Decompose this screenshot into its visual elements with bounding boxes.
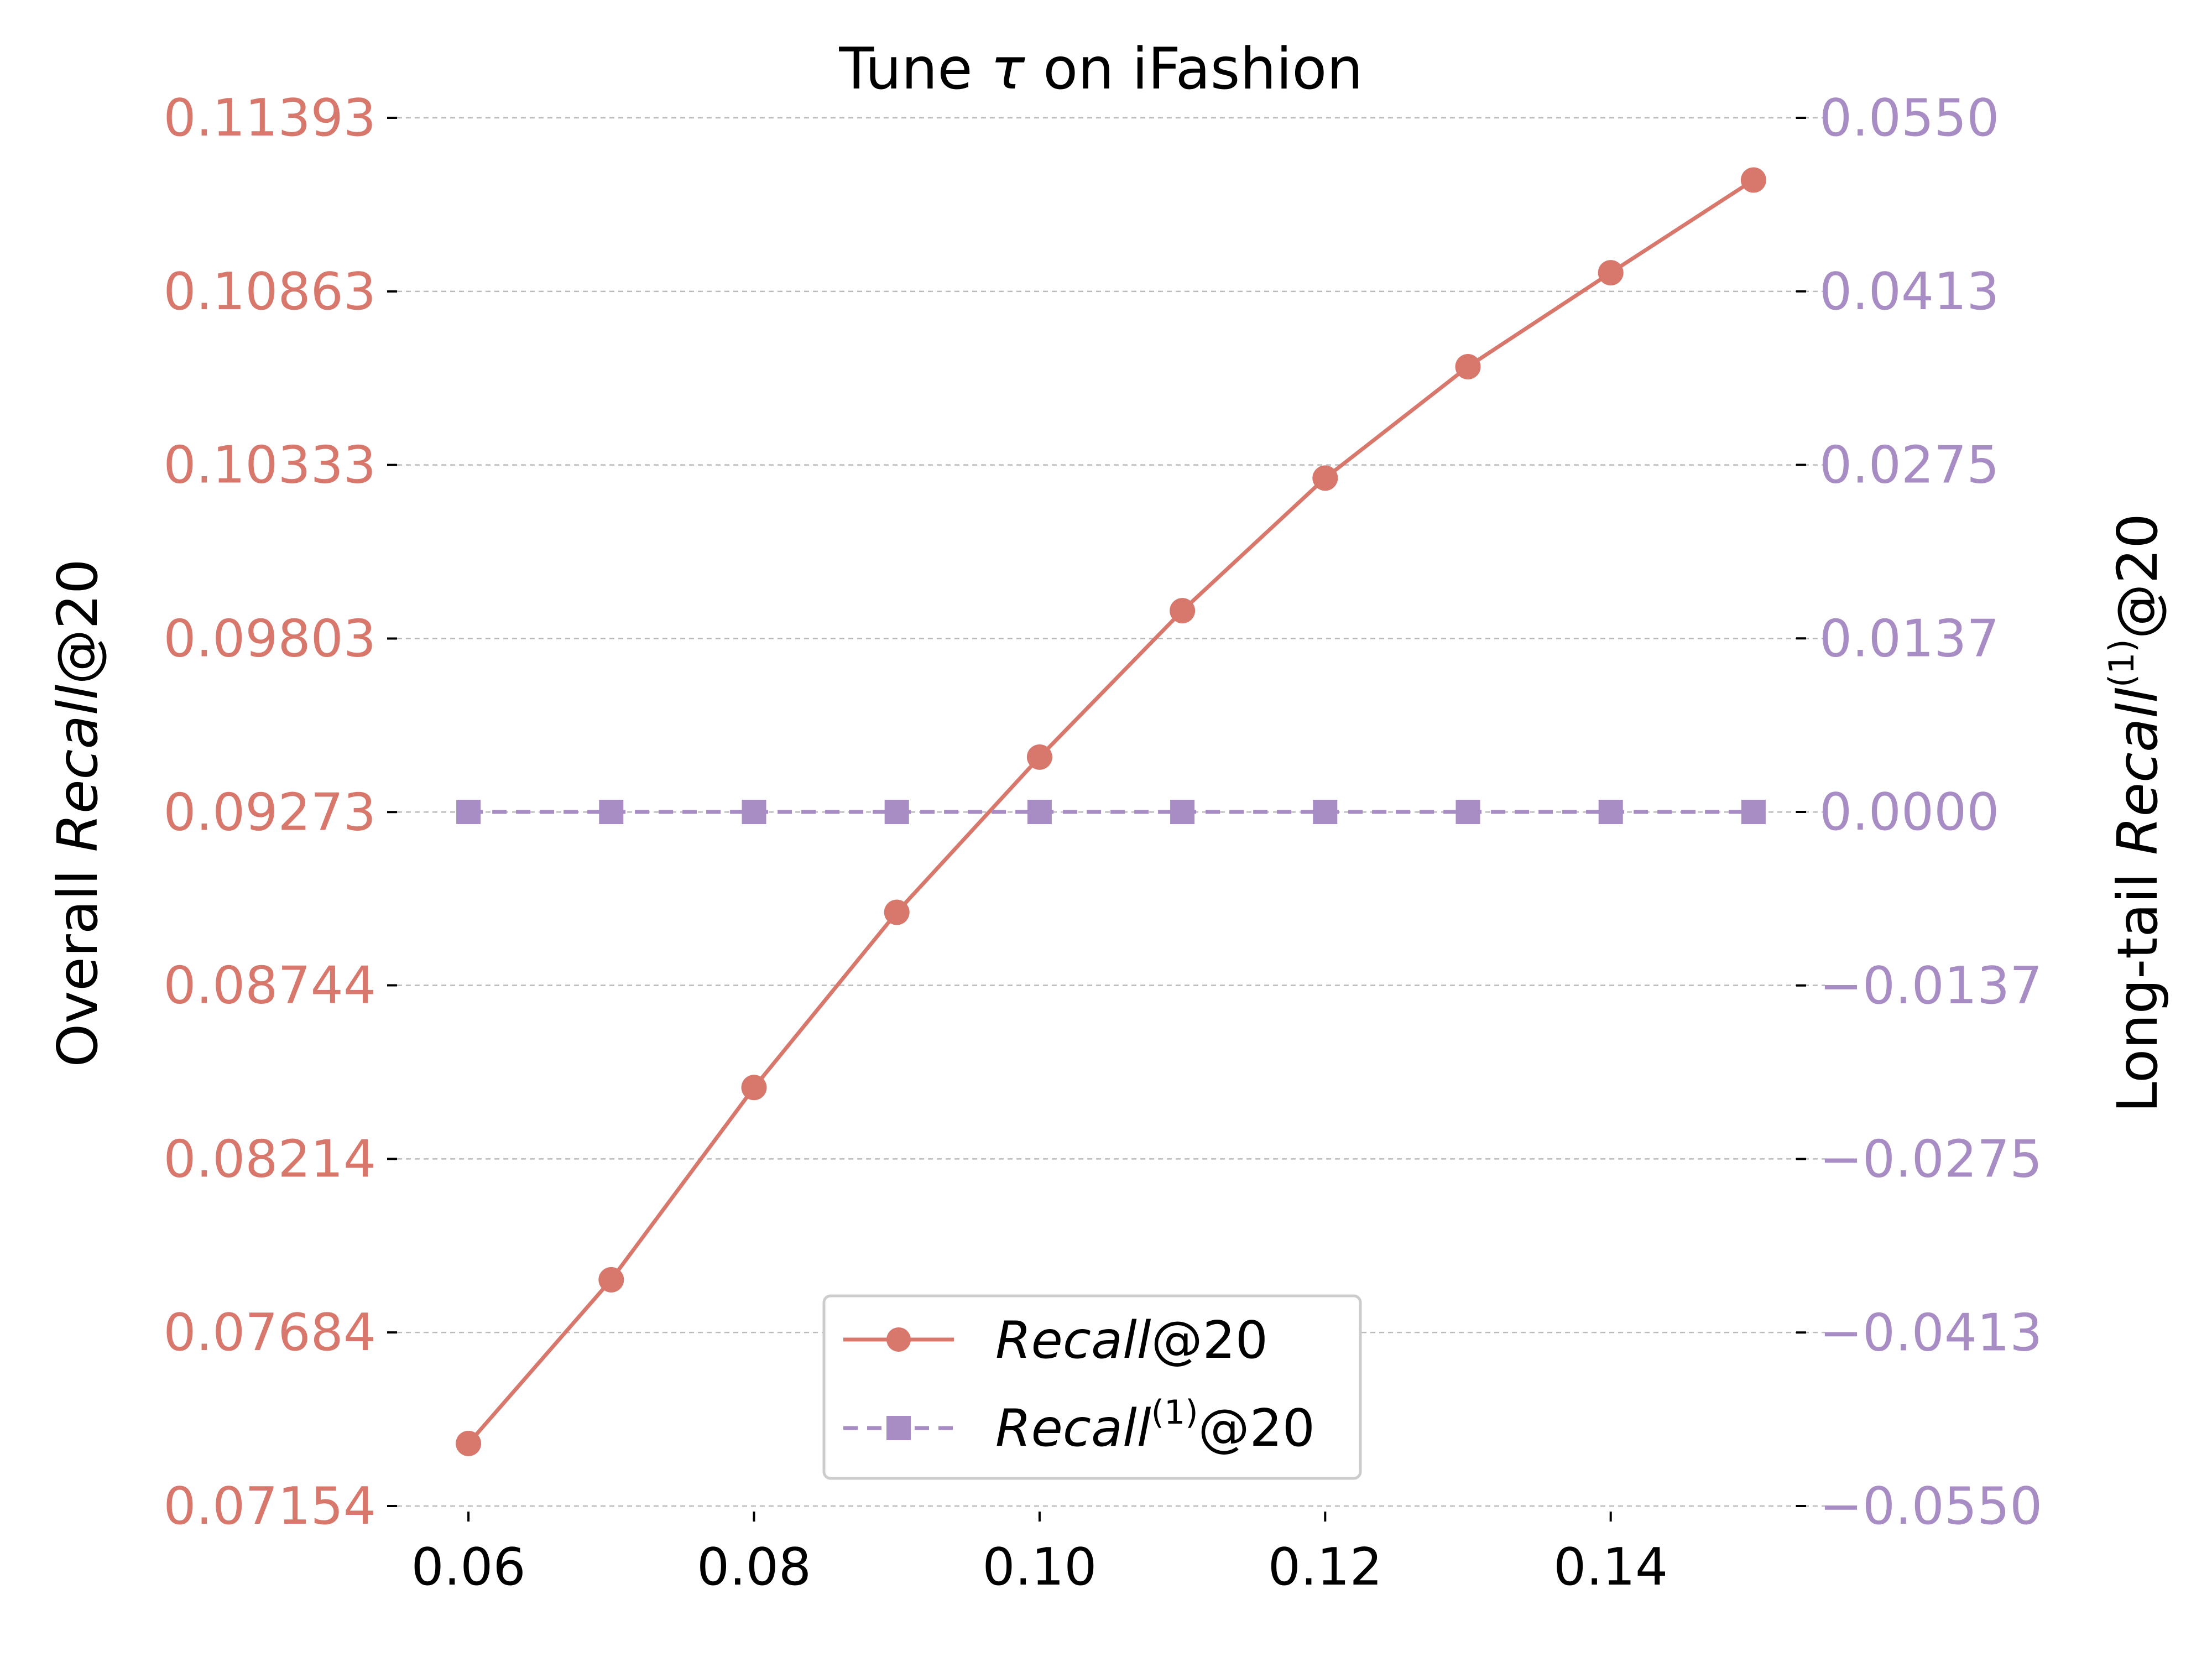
data-point-circle [1740, 167, 1766, 193]
y-tick-label-left: 0.07154 [163, 1476, 376, 1536]
data-point-square [1741, 800, 1766, 824]
x-tick-label: 0.14 [1553, 1537, 1668, 1597]
y-tick-label-right: −0.0550 [1819, 1476, 2042, 1536]
x-tick-label: 0.06 [411, 1537, 526, 1597]
x-tick-label: 0.08 [697, 1537, 811, 1597]
data-point-circle [1170, 598, 1196, 624]
x-tick-label: 0.12 [1268, 1537, 1383, 1597]
legend-label-recall1: Recall(1)@20 [995, 1393, 1315, 1458]
data-point-circle [598, 1267, 624, 1293]
data-point-circle [1455, 354, 1481, 380]
y-tick-label-right: −0.0275 [1819, 1129, 2042, 1189]
data-point-circle [741, 1075, 767, 1101]
data-point-square [1170, 800, 1195, 824]
y-tick-label-right: 0.0137 [1819, 608, 1999, 668]
data-point-circle [1312, 465, 1338, 491]
data-point-square [1313, 800, 1338, 824]
title-prefix: Tune [838, 36, 990, 102]
y-tick-label-right: 0.0550 [1819, 88, 1999, 148]
legend-label-recall1-suffix: @20 [1198, 1398, 1315, 1458]
legend-label-recall-italic: Recall [995, 1310, 1151, 1370]
y-tick-label-left: 0.08214 [163, 1129, 376, 1189]
data-point-square [1027, 800, 1052, 824]
data-point-square [1455, 800, 1480, 824]
legend-marker-recall1 [886, 1416, 911, 1440]
y-axis-label-left: Overall Recall@20 [45, 559, 110, 1067]
y-label-left-italic: Recall [45, 684, 110, 852]
legend-label-recall: Recall@20 [995, 1310, 1268, 1370]
y-tick-label-right: 0.0000 [1819, 782, 1999, 842]
y-label-left-prefix: Overall [45, 852, 110, 1067]
y-tick-label-left: 0.09803 [163, 608, 376, 668]
y-label-left-suffix: @20 [45, 559, 110, 684]
y-tick-label-right: 0.0275 [1819, 435, 1999, 495]
y-label-right-italic: Recall [2105, 687, 2170, 855]
chart-title: Tune τ on iFashion [838, 36, 1363, 102]
data-point-circle [884, 899, 910, 925]
y-axis-label-right: Long-tail Recall(1)@20 [2101, 513, 2170, 1113]
legend-frame [822, 1294, 1362, 1480]
data-point-square [884, 800, 909, 824]
y-tick-label-right: 0.0413 [1819, 262, 1999, 321]
series-layer [456, 167, 1766, 1456]
data-point-circle [456, 1430, 482, 1456]
title-suffix: on iFashion [1025, 36, 1363, 102]
y-tick-label-left: 0.07684 [163, 1302, 376, 1362]
y-tick-label-right: −0.0413 [1819, 1302, 2042, 1362]
y-tick-label-right: −0.0137 [1819, 956, 2042, 1015]
y-label-right-suffix: @20 [2105, 513, 2170, 639]
legend: Recall@20 Recall(1)@20 [822, 1294, 1362, 1480]
ticks-layer: 0.07154 0.07684 0.08214 0.08744 0.09273 0.098… [163, 88, 2042, 1597]
y-label-right-sup: (1) [2101, 639, 2142, 687]
legend-label-recall1-italic: Recall [995, 1398, 1151, 1458]
legend-label-recall-suffix: @20 [1151, 1310, 1268, 1370]
data-point-square [1598, 800, 1623, 824]
legend-label-recall1-sup: (1) [1151, 1393, 1198, 1432]
y-tick-label-left: 0.10333 [163, 435, 376, 495]
y-label-right-prefix: Long-tail [2105, 855, 2170, 1113]
series-line-0 [467, 178, 1755, 1445]
legend-marker-recall [886, 1327, 911, 1352]
x-tick-label: 0.10 [982, 1537, 1097, 1597]
y-tick-label-left: 0.11393 [163, 88, 376, 148]
data-point-circle [1026, 744, 1052, 770]
data-point-square [599, 800, 624, 824]
y-tick-label-left: 0.08744 [163, 956, 376, 1015]
data-point-circle [1598, 260, 1624, 286]
y-tick-label-left: 0.10863 [163, 262, 376, 321]
data-point-square [456, 800, 481, 824]
title-symbol: τ [990, 36, 1025, 102]
y-tick-label-left: 0.09273 [163, 782, 376, 842]
data-point-square [742, 800, 766, 824]
